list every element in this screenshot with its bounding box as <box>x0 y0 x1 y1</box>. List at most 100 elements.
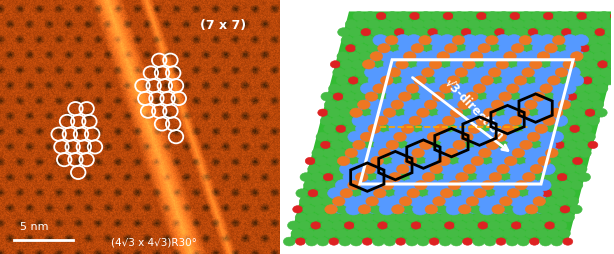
Text: (7 x 7): (7 x 7) <box>200 19 247 32</box>
Circle shape <box>400 173 412 182</box>
Circle shape <box>369 180 384 191</box>
Circle shape <box>433 197 445 206</box>
Circle shape <box>391 101 403 110</box>
Circle shape <box>561 84 576 95</box>
Circle shape <box>398 68 413 79</box>
Circle shape <box>328 85 341 93</box>
Circle shape <box>563 238 573 245</box>
Circle shape <box>524 21 535 29</box>
Circle shape <box>563 60 575 70</box>
Circle shape <box>505 29 517 37</box>
Circle shape <box>480 229 492 238</box>
Circle shape <box>419 141 432 150</box>
Circle shape <box>548 205 560 214</box>
Circle shape <box>560 206 570 213</box>
Circle shape <box>404 108 419 119</box>
Circle shape <box>411 44 424 54</box>
Circle shape <box>571 181 583 190</box>
Circle shape <box>545 222 554 229</box>
Circle shape <box>593 77 604 86</box>
Circle shape <box>303 205 315 214</box>
Circle shape <box>378 149 391 158</box>
Circle shape <box>392 156 407 167</box>
Circle shape <box>362 60 375 70</box>
Circle shape <box>448 181 460 190</box>
Circle shape <box>296 189 308 198</box>
Circle shape <box>428 29 438 37</box>
Circle shape <box>544 93 556 102</box>
Circle shape <box>336 101 348 110</box>
Circle shape <box>550 29 561 37</box>
Circle shape <box>418 213 430 222</box>
Circle shape <box>533 148 548 159</box>
Circle shape <box>333 173 346 182</box>
Circle shape <box>450 109 463 118</box>
Circle shape <box>468 75 484 87</box>
Circle shape <box>502 180 518 191</box>
Circle shape <box>511 222 521 229</box>
Circle shape <box>373 140 389 151</box>
Circle shape <box>423 21 435 29</box>
Circle shape <box>550 109 563 118</box>
Circle shape <box>549 181 561 190</box>
Circle shape <box>476 117 489 126</box>
Circle shape <box>376 93 389 102</box>
Circle shape <box>547 52 562 63</box>
Circle shape <box>438 108 453 119</box>
Circle shape <box>355 148 370 159</box>
Circle shape <box>578 173 591 182</box>
Circle shape <box>469 180 484 191</box>
Circle shape <box>589 69 601 77</box>
Circle shape <box>537 53 550 62</box>
Circle shape <box>497 116 512 127</box>
Circle shape <box>433 148 448 159</box>
Circle shape <box>542 190 552 197</box>
Circle shape <box>510 172 526 183</box>
Circle shape <box>459 77 471 86</box>
Circle shape <box>545 197 556 206</box>
Circle shape <box>379 21 391 29</box>
Circle shape <box>537 205 549 214</box>
Circle shape <box>486 141 499 150</box>
Circle shape <box>519 189 530 198</box>
Circle shape <box>373 237 384 246</box>
Circle shape <box>351 213 363 222</box>
Circle shape <box>496 238 506 245</box>
Circle shape <box>383 59 398 71</box>
Circle shape <box>499 43 514 55</box>
Circle shape <box>495 36 511 47</box>
Circle shape <box>435 125 448 134</box>
Circle shape <box>373 36 388 47</box>
Circle shape <box>388 148 403 159</box>
Circle shape <box>523 45 535 53</box>
Circle shape <box>412 21 424 29</box>
Circle shape <box>331 141 343 150</box>
Circle shape <box>312 149 324 158</box>
Circle shape <box>432 221 445 230</box>
Circle shape <box>414 229 426 238</box>
Circle shape <box>370 53 383 62</box>
Circle shape <box>518 164 533 175</box>
Circle shape <box>608 37 614 45</box>
Circle shape <box>567 93 577 101</box>
Circle shape <box>456 45 468 53</box>
Circle shape <box>600 69 612 77</box>
Circle shape <box>578 69 590 77</box>
Circle shape <box>540 36 555 47</box>
Circle shape <box>546 21 558 29</box>
Circle shape <box>401 21 413 29</box>
Circle shape <box>440 85 453 94</box>
Circle shape <box>441 61 453 70</box>
Circle shape <box>429 60 442 70</box>
Circle shape <box>435 21 446 29</box>
Circle shape <box>458 52 473 63</box>
Circle shape <box>540 164 555 175</box>
Circle shape <box>447 52 462 63</box>
Circle shape <box>507 189 520 198</box>
Circle shape <box>352 37 364 45</box>
Circle shape <box>473 237 484 246</box>
Circle shape <box>354 221 367 230</box>
Circle shape <box>431 141 443 150</box>
Circle shape <box>440 164 455 175</box>
Circle shape <box>461 188 476 199</box>
